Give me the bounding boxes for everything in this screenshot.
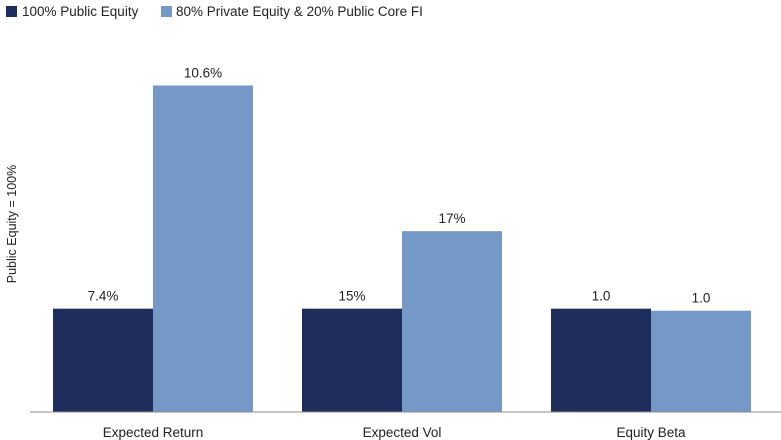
legend-swatch-private-equity-mix [161,6,172,17]
bar-expected-return-series-1 [153,85,253,412]
legend-swatch-public-equity [6,6,17,17]
y-axis-label: Public Equity = 100% [5,165,19,283]
bar-expected-vol-series-0 [302,308,402,412]
legend-label-public-equity: 100% Public Equity [22,4,139,19]
category-label-expected-return: Expected Return [103,425,204,440]
value-label-expected-vol-series-0: 15% [338,289,365,304]
legend: 100% Public Equity 80% Private Equity & … [6,4,423,19]
legend-label-private-equity-mix: 80% Private Equity & 20% Public Core FI [176,4,423,19]
bar-equity-beta-series-0 [551,308,651,412]
value-labels-group: 7.4% 10.6% 15% 17% 1.0 1.0 [88,65,711,305]
value-label-expected-return-series-0: 7.4% [88,289,119,304]
category-label-equity-beta: Equity Beta [616,425,686,440]
category-label-expected-vol: Expected Vol [363,425,442,440]
category-labels-group: Expected Return Expected Vol Equity Beta [103,425,686,440]
value-label-expected-return-series-1: 10.6% [184,65,222,80]
bar-expected-vol-series-1 [402,231,502,412]
bars-group [53,85,751,412]
value-label-equity-beta-series-0: 1.0 [592,289,611,304]
bar-equity-beta-series-1 [651,310,751,412]
value-label-expected-vol-series-1: 17% [438,211,465,226]
value-label-equity-beta-series-1: 1.0 [692,291,711,306]
bar-expected-return-series-0 [53,308,153,412]
